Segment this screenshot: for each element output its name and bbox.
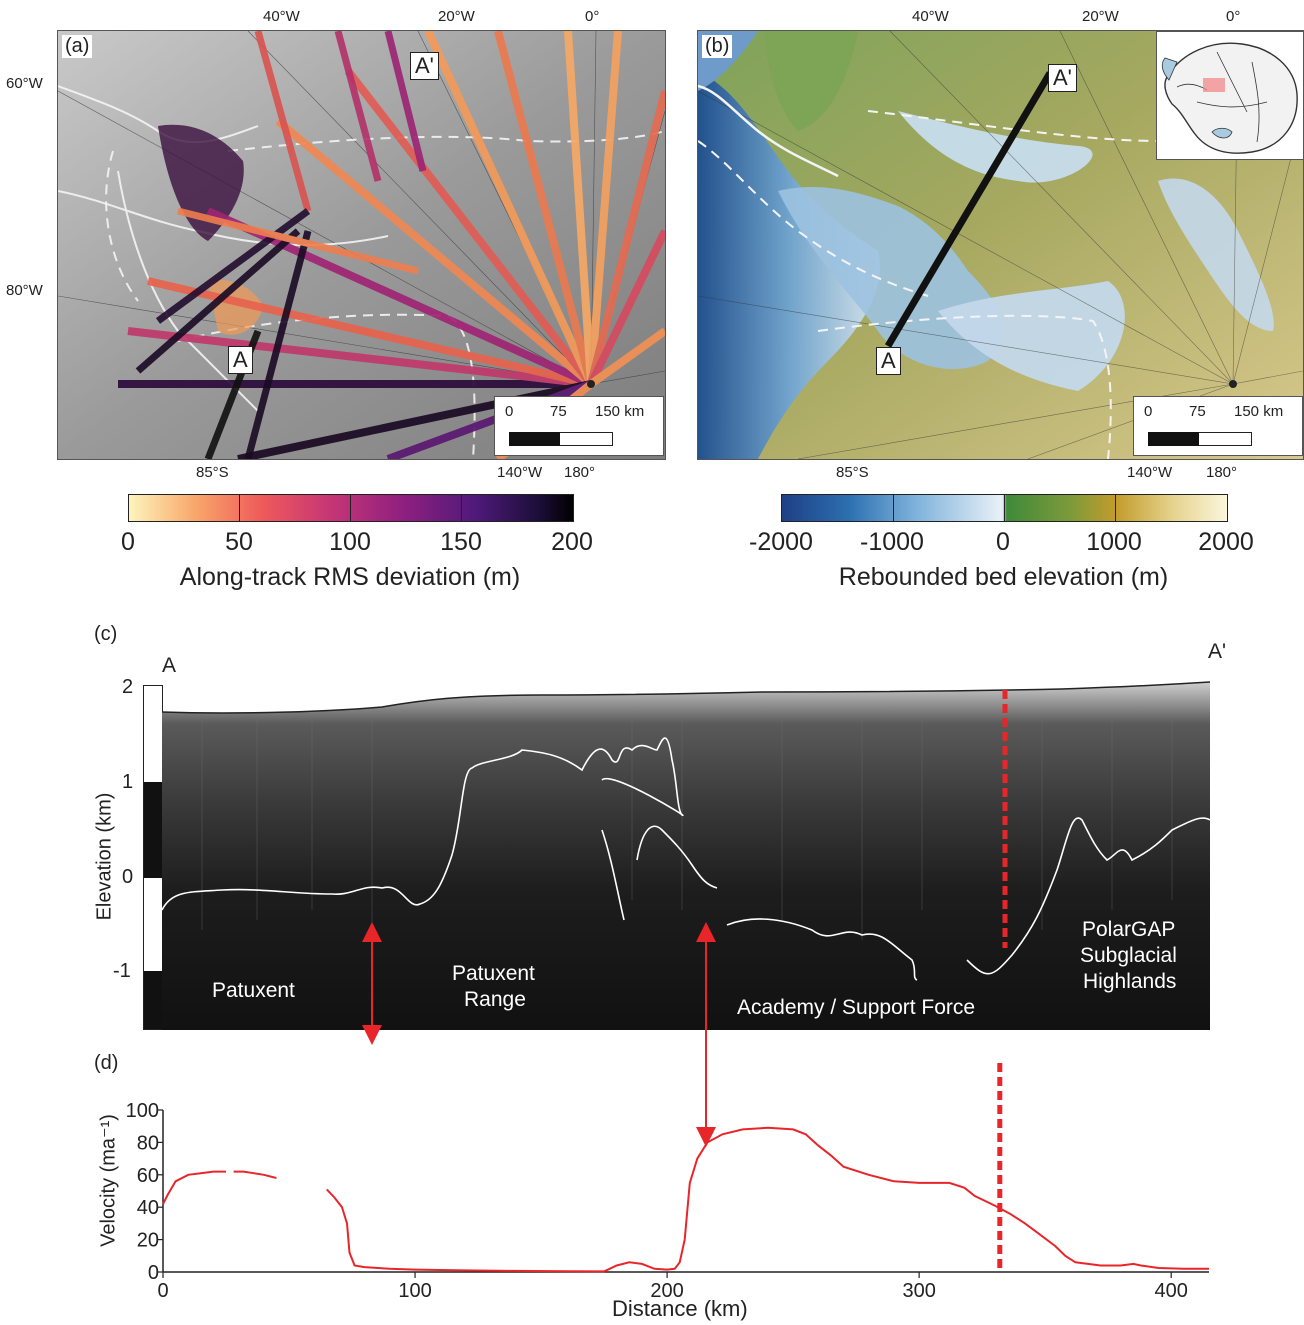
region-patuxent-range-line1: Patuxent bbox=[452, 962, 535, 985]
marker-b-a: A bbox=[876, 347, 901, 375]
c-ytick-1: 1 bbox=[122, 771, 134, 793]
inset-antarctica-map bbox=[1156, 31, 1303, 160]
velocity-line-segment bbox=[233, 1170, 277, 1179]
c-ytick-2: 2 bbox=[122, 676, 134, 698]
a-lon-40w: 40°W bbox=[263, 8, 300, 25]
cbar-a-tick-200: 200 bbox=[551, 528, 593, 556]
panel-a-tag: (a) bbox=[62, 35, 93, 58]
b-lon-0: 0° bbox=[1226, 8, 1241, 25]
marker-b-a-prime: A' bbox=[1048, 64, 1077, 92]
cbar-a-tick-0: 0 bbox=[121, 528, 135, 556]
a-bottom-140w: 140°W bbox=[497, 464, 543, 481]
radargram: Patuxent Patuxent Range Academy / Suppor… bbox=[161, 680, 1211, 1030]
c-ytick-m1: -1 bbox=[113, 960, 131, 982]
a-lat-60w: 60°W bbox=[6, 75, 43, 92]
marker-a-prime: A' bbox=[410, 52, 439, 80]
x-tick-label: 300 bbox=[902, 1280, 935, 1302]
x-tick-label: 400 bbox=[1155, 1280, 1188, 1302]
a-lon-20w: 20°W bbox=[438, 8, 475, 25]
y-tick-label: 0 bbox=[148, 1262, 159, 1284]
a-lat-80w: 80°W bbox=[6, 282, 43, 299]
velocity-line-segment bbox=[162, 1170, 226, 1205]
scale-bar-a: 0 75 150 km bbox=[494, 396, 664, 456]
cbar-a-tick-50: 50 bbox=[225, 528, 253, 556]
panel-d-tag: (d) bbox=[94, 1052, 119, 1074]
region-patuxent-range-line2: Range bbox=[464, 988, 526, 1011]
a-bottom-180: 180° bbox=[564, 464, 596, 481]
region-polargap-line1: PolarGAP bbox=[1082, 918, 1176, 941]
colorbar-b bbox=[781, 494, 1228, 522]
region-polargap-line3: Highlands bbox=[1083, 970, 1177, 993]
cbar-b-tick-m2000: -2000 bbox=[749, 528, 813, 556]
scale-bar-b: 0 75 150 km bbox=[1133, 396, 1303, 456]
map-b-graphic bbox=[698, 31, 1303, 459]
scale-tick-150: 150 km bbox=[595, 403, 645, 420]
c-ytick-0: 0 bbox=[122, 866, 134, 888]
cbar-a-tick-100: 100 bbox=[329, 528, 371, 556]
cbar-a-tick-150: 150 bbox=[440, 528, 482, 556]
cbar-b-tick-m1000: -1000 bbox=[860, 528, 924, 556]
b-bottom-180: 180° bbox=[1206, 464, 1238, 481]
a-bottom-85s: 85°S bbox=[196, 464, 229, 481]
scale-tick-75: 75 bbox=[550, 403, 567, 420]
profile-end-a-prime: A' bbox=[1208, 640, 1227, 663]
x-tick-label: 200 bbox=[650, 1280, 683, 1302]
b-lon-20w: 20°W bbox=[1082, 8, 1119, 25]
cbar-b-tick-1000: 1000 bbox=[1086, 528, 1142, 556]
scale-b-tick-75: 75 bbox=[1189, 403, 1206, 420]
cbar-a-title: Along-track RMS deviation (m) bbox=[179, 563, 521, 591]
marker-a: A bbox=[228, 346, 253, 374]
region-polargap-line2: Subglacial bbox=[1080, 944, 1177, 967]
region-patuxent: Patuxent bbox=[212, 979, 295, 1002]
x-tick-label: 100 bbox=[398, 1280, 431, 1302]
panel-c-tag: (c) bbox=[94, 623, 118, 645]
map-panel-a: A' A (a) 0 75 150 km bbox=[57, 30, 666, 460]
velocity-line-segment bbox=[326, 1126, 1209, 1273]
cbar-b-title: Rebounded bed elevation (m) bbox=[838, 563, 1169, 591]
b-bottom-140w: 140°W bbox=[1127, 464, 1173, 481]
cbar-b-tick-2000: 2000 bbox=[1198, 528, 1254, 556]
colorbar-a bbox=[128, 494, 574, 522]
cbar-b-tick-0: 0 bbox=[996, 528, 1010, 556]
d-xlabel: Distance (km) bbox=[612, 1296, 748, 1321]
y-tick-label: 60 bbox=[137, 1165, 159, 1187]
y-tick-label: 40 bbox=[137, 1197, 159, 1219]
b-lon-40w: 40°W bbox=[912, 8, 949, 25]
b-bottom-85s: 85°S bbox=[836, 464, 869, 481]
x-tick-label: 0 bbox=[157, 1280, 168, 1302]
region-academy-support-force: Academy / Support Force bbox=[737, 996, 976, 1019]
map-panel-b: A' A (b) 0 75 150 km bbox=[697, 30, 1304, 460]
y-tick-label: 20 bbox=[137, 1230, 159, 1252]
panel-b-tag: (b) bbox=[702, 35, 733, 58]
profile-end-a: A bbox=[162, 654, 177, 677]
y-tick-label: 100 bbox=[126, 1100, 159, 1122]
scale-b-tick-0: 0 bbox=[1144, 403, 1153, 420]
scale-b-tick-150: 150 km bbox=[1234, 403, 1284, 420]
y-tick-label: 80 bbox=[137, 1132, 159, 1154]
a-lon-0: 0° bbox=[585, 8, 600, 25]
scale-tick-0: 0 bbox=[505, 403, 514, 420]
